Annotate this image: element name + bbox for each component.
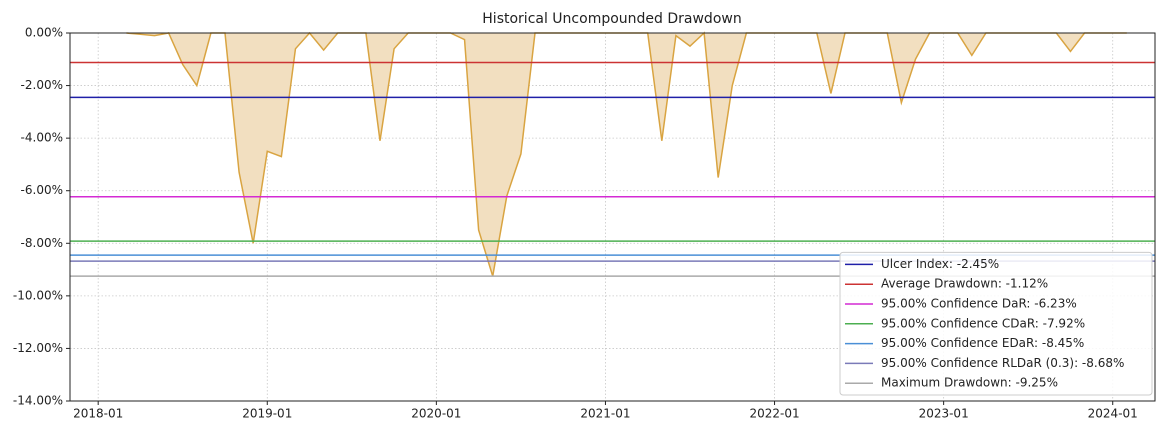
x-tick-label: 2022-01: [749, 407, 799, 421]
legend-label: Maximum Drawdown: -9.25%: [881, 376, 1058, 390]
legend-box: [839, 251, 1153, 396]
x-tick-label: 2024-01: [1088, 407, 1138, 421]
y-tick-label: -8.00%: [21, 236, 63, 250]
legend-label: 95.00% Confidence DaR: -6.23%: [881, 297, 1077, 311]
y-tick-label: 0.00%: [25, 26, 63, 40]
drawdown-area: [126, 33, 1127, 277]
legend-label: 95.00% Confidence CDaR: -7.92%: [881, 316, 1085, 330]
x-tick-label: 2019-01: [242, 407, 292, 421]
y-tick-label: -4.00%: [21, 131, 63, 145]
legend-label: 95.00% Confidence RLDaR (0.3): -8.68%: [881, 356, 1124, 370]
x-tick-label: 2020-01: [411, 407, 461, 421]
chart-title: Historical Uncompounded Drawdown: [482, 11, 741, 27]
x-tick-label: 2023-01: [919, 407, 969, 421]
x-tick-label: 2021-01: [580, 407, 630, 421]
y-tick-label: -10.00%: [13, 288, 63, 302]
plot-frame: [69, 32, 1156, 402]
x-tick-label: 2018-01: [73, 407, 123, 421]
legend-label: Ulcer Index: -2.45%: [881, 257, 999, 271]
y-tick-label: -6.00%: [21, 183, 63, 197]
y-tick-label: -14.00%: [13, 394, 63, 408]
legend: Ulcer Index: -2.45% Average Drawdown: -1.…: [839, 251, 1153, 396]
legend-label: 95.00% Confidence EDaR: -8.45%: [881, 336, 1084, 350]
y-tick-label: -2.00%: [21, 78, 63, 92]
legend-label: Average Drawdown: -1.12%: [881, 277, 1048, 291]
y-tick-label: -12.00%: [13, 341, 63, 355]
